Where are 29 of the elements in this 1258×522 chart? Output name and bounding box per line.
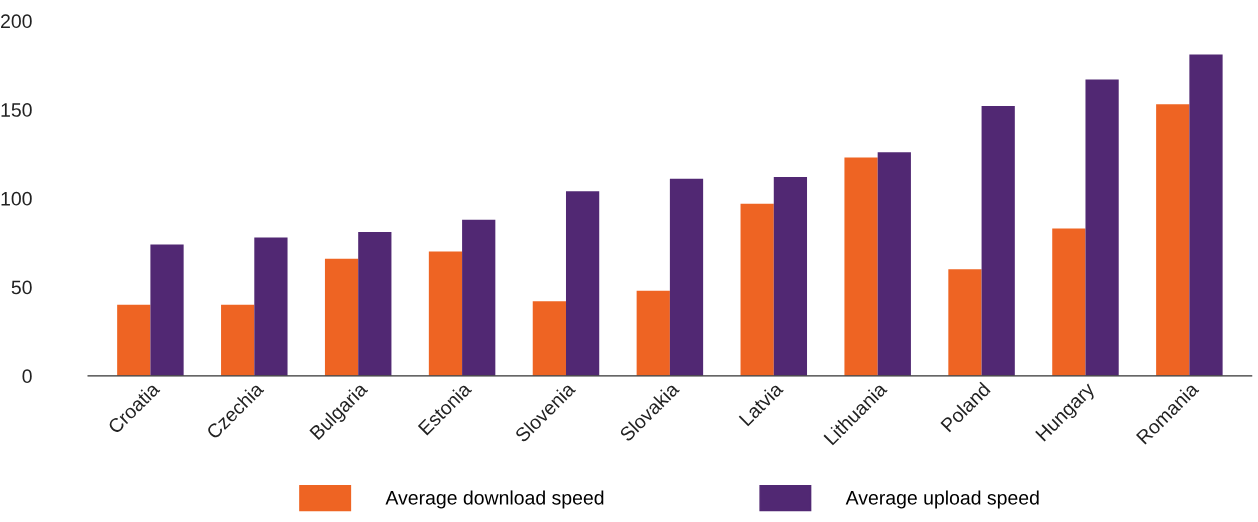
- bar: [981, 106, 1015, 376]
- bar: [773, 177, 808, 376]
- bar: [1189, 54, 1223, 376]
- bar: [462, 219, 496, 376]
- y-tick-label: 200: [1, 14, 32, 29]
- bar: [1156, 104, 1190, 376]
- bar: [1052, 228, 1086, 376]
- bar: [428, 251, 463, 376]
- bar: [117, 304, 151, 376]
- bar: [565, 191, 600, 376]
- bar: [150, 244, 184, 376]
- bar: [669, 178, 704, 376]
- bar: [948, 269, 982, 376]
- bar: [740, 203, 774, 376]
- bar: [221, 304, 255, 376]
- bar: [1085, 79, 1119, 376]
- legend-label: Average download speed: [385, 490, 604, 509]
- y-tick-label: 150: [1, 103, 32, 117]
- bar: [844, 157, 878, 376]
- legend-label: Average upload speed: [845, 490, 1039, 509]
- y-tick-label: 50: [11, 280, 32, 295]
- bar: [358, 232, 392, 376]
- bar: [877, 152, 911, 376]
- bar: [254, 237, 288, 376]
- bar: [324, 258, 359, 376]
- bar: [532, 301, 566, 376]
- y-tick-label: 0: [22, 369, 32, 384]
- y-tick-label: 100: [1, 191, 32, 206]
- bar: [636, 290, 670, 376]
